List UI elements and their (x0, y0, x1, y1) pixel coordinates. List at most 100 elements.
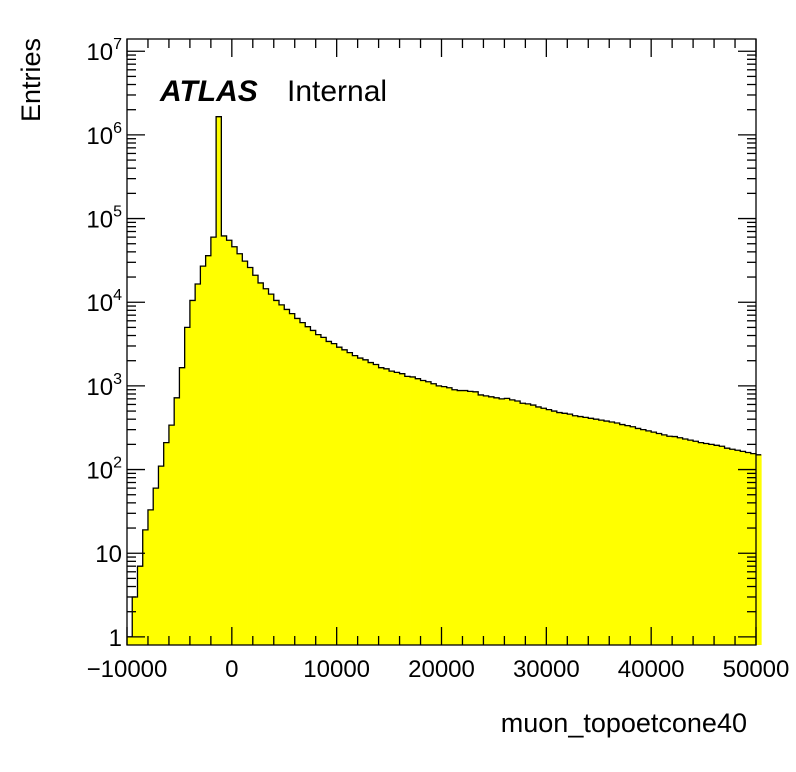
x-tick-label: 0 (225, 656, 238, 683)
y-tick-label: 103 (86, 371, 122, 401)
x-tick-label: −10000 (87, 656, 168, 683)
histogram-bar (195, 284, 201, 645)
histogram-bar (457, 390, 463, 645)
histogram-bar (289, 313, 296, 645)
histogram-bar (373, 364, 379, 645)
histogram-bar (357, 358, 364, 645)
histogram-bar (347, 352, 353, 645)
histogram-bar (493, 397, 500, 645)
histogram-bar (258, 282, 264, 645)
x-axis-label: muon_topoetcone40 (501, 708, 747, 738)
histogram-bar (614, 423, 621, 645)
histogram-bar (341, 349, 348, 645)
y-tick-label: 102 (86, 455, 122, 485)
histogram-bar (404, 376, 411, 645)
atlas-label: ATLAS (159, 75, 258, 108)
histogram-bar (336, 347, 343, 645)
histogram-bar (315, 334, 322, 645)
histogram-bar (137, 566, 144, 645)
histogram-bar (299, 322, 306, 645)
histogram-bar (672, 436, 678, 645)
histogram-bar (556, 412, 563, 645)
histogram-bar (362, 359, 369, 645)
histogram-bar (242, 261, 248, 645)
histogram-bar (352, 355, 359, 645)
histogram-bar (221, 235, 227, 645)
x-tick-label: 10000 (303, 656, 370, 683)
y-tick-label: 10 (95, 541, 122, 568)
histogram-bar (216, 116, 222, 645)
x-axis-tick-labels: −10000 0 10000 20000 30000 40000 50000 (87, 656, 790, 683)
histogram-bar (310, 330, 317, 645)
x-tick-label: 40000 (618, 656, 685, 683)
histogram-bar (525, 403, 532, 645)
histogram-bar (535, 406, 542, 645)
histogram-bar (268, 294, 275, 645)
histogram-bar (147, 509, 154, 645)
histogram-bar (593, 419, 600, 645)
histogram-bar (567, 414, 573, 645)
histogram-bar (231, 246, 238, 645)
histogram-bar (698, 442, 704, 645)
histogram-bar (588, 418, 594, 645)
atlas-sublabel: Internal (287, 75, 387, 108)
histogram-bar (394, 372, 400, 645)
y-axis-tick-labels: 1 10 102 103 104 105 106 107 (86, 36, 122, 652)
histogram-bar (273, 300, 280, 645)
histogram-bar (603, 421, 610, 645)
histogram-bar (436, 385, 442, 645)
histogram-bar (189, 300, 196, 645)
histogram-bar (541, 408, 547, 645)
histogram-bar (378, 367, 385, 645)
histogram-bar (708, 444, 715, 645)
histogram-bar (499, 398, 505, 645)
histogram-bar (320, 337, 327, 645)
y-tick-label: 106 (86, 120, 122, 150)
histogram-bar (666, 436, 673, 645)
histogram-bar (551, 411, 558, 645)
histogram-bar (645, 430, 652, 645)
histogram-bar (158, 466, 165, 645)
histogram-bar (583, 417, 589, 645)
y-tick-label: 104 (86, 287, 122, 317)
x-tick-label: 30000 (513, 656, 580, 683)
histogram-bar (252, 275, 259, 645)
histogram-bar (682, 438, 689, 645)
histogram-bar (677, 437, 684, 645)
histogram-bar (127, 636, 133, 645)
histogram-bar (205, 255, 212, 645)
histogram-bar (514, 400, 521, 645)
histogram-bar (210, 237, 217, 645)
histogram-bar (263, 288, 269, 645)
histogram-bar (383, 368, 390, 645)
histogram-bar (735, 450, 741, 645)
histogram-bar (562, 413, 568, 645)
histogram-bar (572, 415, 579, 645)
x-axis-ticks (126, 39, 757, 645)
histogram-bar (462, 390, 469, 645)
histogram-bar (724, 448, 731, 645)
x-tick-label: 20000 (408, 656, 475, 683)
histogram-bar (530, 405, 537, 645)
histogram-bar (420, 380, 427, 645)
histogram-bar (237, 253, 243, 645)
histogram-bar (546, 409, 552, 645)
histogram-bar (577, 416, 584, 645)
histogram-bar (483, 395, 490, 645)
histogram-bar (132, 596, 138, 645)
histogram-bar (399, 373, 406, 645)
histogram-bar (619, 424, 626, 645)
histogram-bar (687, 440, 694, 645)
histogram-bar (756, 454, 762, 645)
y-axis-ticks (127, 50, 756, 638)
histogram-bar (179, 367, 186, 645)
histogram-bar (488, 396, 495, 645)
histogram-bar (279, 304, 285, 645)
histogram-bar (630, 426, 636, 645)
histogram-bar (174, 397, 180, 645)
histogram-bar (168, 425, 175, 645)
y-tick-label: 107 (86, 36, 122, 66)
histogram-bar (656, 433, 663, 645)
histogram-bar (284, 309, 290, 645)
histogram-bar (598, 420, 605, 645)
